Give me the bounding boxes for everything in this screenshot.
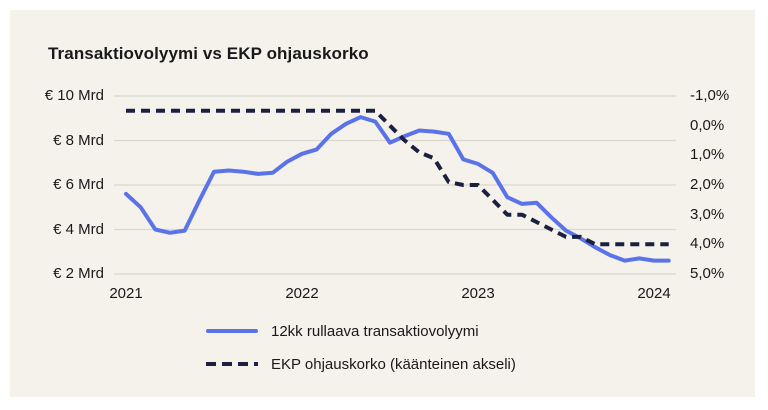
legend-item-transaction-volume: 12kk rullaava transaktiovolyymi bbox=[206, 320, 516, 342]
right-axis-tick-label: 0,0% bbox=[690, 116, 725, 134]
right-axis-tick-label: 5,0% bbox=[690, 265, 725, 282]
x-axis-year-label: 2021 bbox=[109, 285, 143, 302]
legend-item-policy-rate: EKP ohjauskorko (käänteinen akseli) bbox=[206, 353, 516, 375]
legend-label-policy-rate: EKP ohjauskorko (käänteinen akseli) bbox=[271, 355, 516, 373]
x-axis-year-label: 2023 bbox=[461, 285, 495, 302]
solid-line-swatch-icon bbox=[206, 329, 258, 333]
left-axis-tick-label: € 8 Mrd bbox=[53, 131, 104, 149]
chart-legend: 12kk rullaava transaktiovolyymi EKP ohja… bbox=[206, 320, 516, 386]
x-axis-year-label: 2022 bbox=[285, 285, 319, 302]
right-axis-tick-label: 1,0% bbox=[690, 146, 725, 164]
right-axis-tick-label: -1,0% bbox=[690, 87, 730, 104]
legend-label-transaction-volume: 12kk rullaava transaktiovolyymi bbox=[271, 322, 479, 340]
left-axis-tick-label: € 2 Mrd bbox=[53, 265, 104, 282]
policy-rate-line bbox=[126, 108, 669, 247]
right-axis-tick-label: 4,0% bbox=[690, 235, 725, 253]
right-axis-tick-label: 2,0% bbox=[690, 176, 725, 193]
left-axis-tick-label: € 6 Mrd bbox=[53, 176, 104, 193]
chart-title: Transaktiovolyymi vs EKP ohjauskorko bbox=[48, 44, 369, 63]
x-axis-year-label: 2024 bbox=[637, 285, 671, 302]
right-axis-tick-label: 3,0% bbox=[690, 205, 725, 223]
left-axis-tick-label: € 10 Mrd bbox=[44, 87, 104, 104]
dashed-line-swatch-icon bbox=[206, 362, 258, 366]
left-axis-tick-label: € 4 Mrd bbox=[53, 220, 104, 238]
